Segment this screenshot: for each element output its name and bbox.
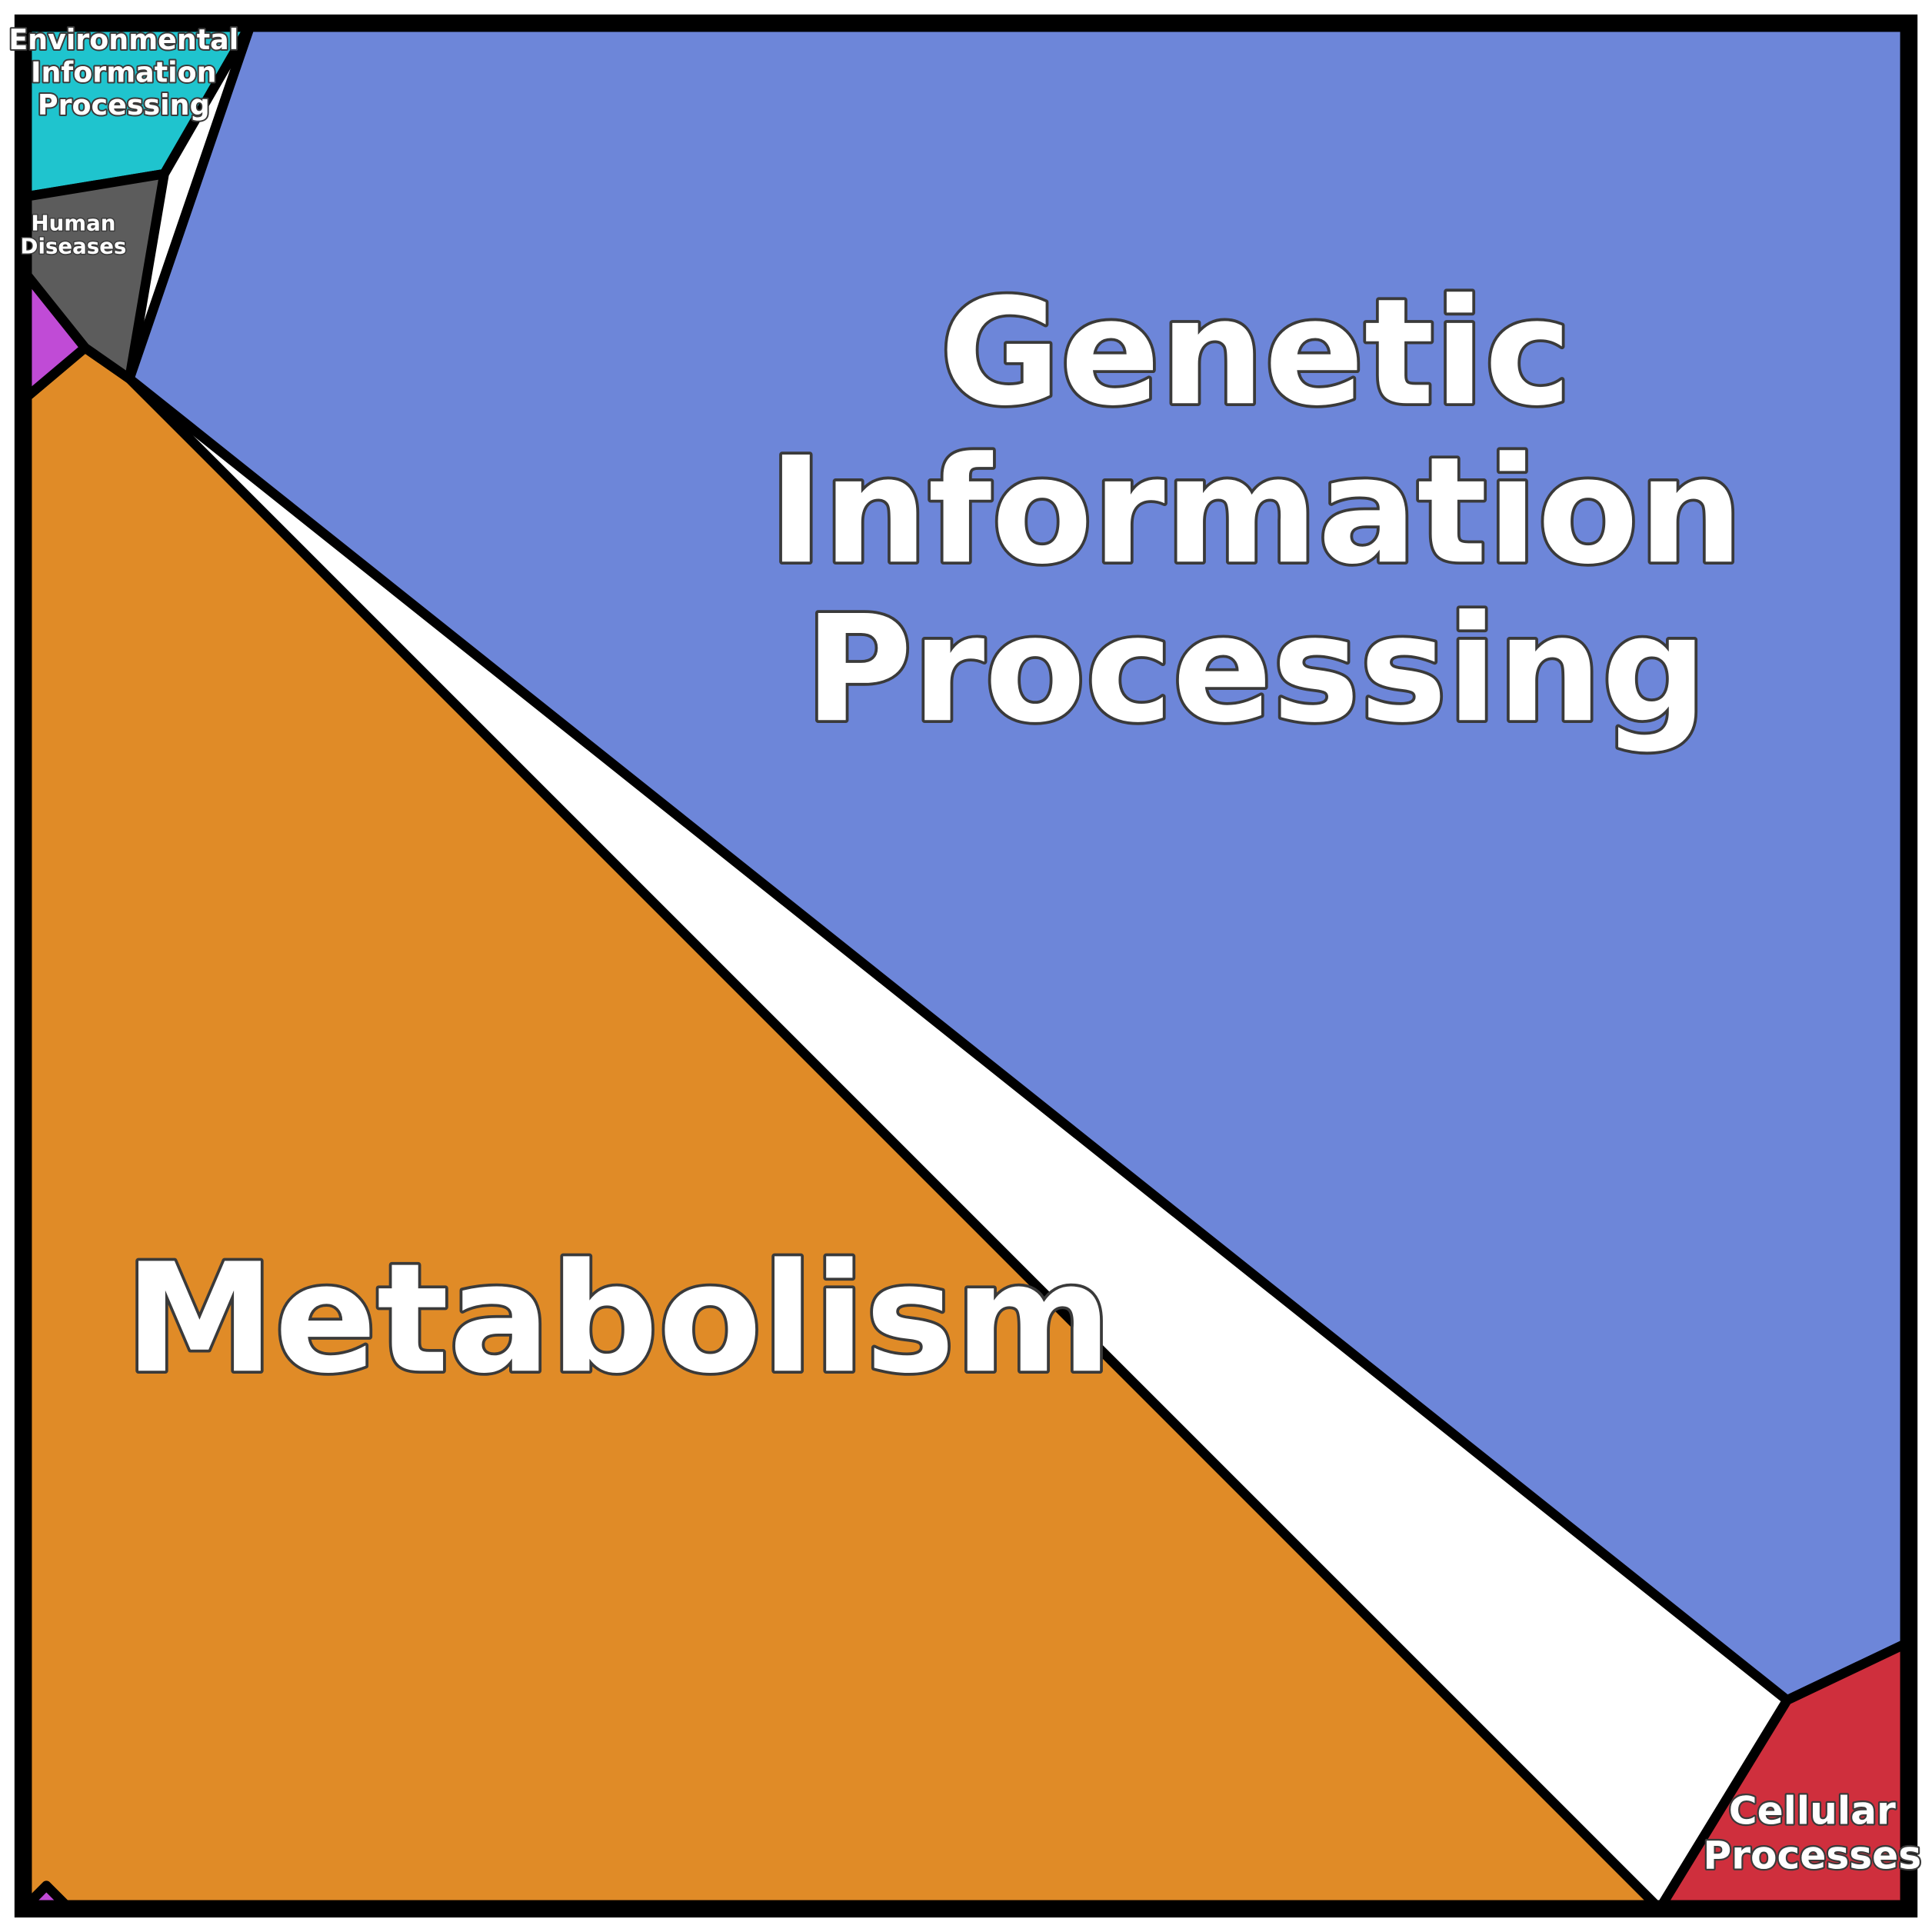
cell-label-line: Information	[31, 55, 217, 88]
cell-label-line: Processes	[1703, 1832, 1921, 1877]
cell-label-line: Metabolism	[125, 1231, 1112, 1407]
cell-label-line: Genetic	[940, 268, 1571, 438]
cell-label-line: Human	[32, 210, 116, 235]
cell-label-human_diseases: HumanDiseases	[21, 210, 127, 258]
cell-label-line: Processing	[804, 585, 1707, 755]
cell-label-line: Cellular	[1729, 1787, 1896, 1833]
cell-label-environmental: EnvironmentalInformationProcessing	[8, 22, 238, 121]
cell-label-line: Processing	[38, 88, 210, 122]
cell-label-metabolism: Metabolism	[125, 1231, 1112, 1407]
cell-label-line: Environmental	[8, 22, 238, 55]
cell-label-line: Diseases	[21, 234, 127, 259]
cell-label-cellular: CellularProcesses	[1703, 1787, 1921, 1877]
cell-label-line: Information	[768, 426, 1743, 597]
